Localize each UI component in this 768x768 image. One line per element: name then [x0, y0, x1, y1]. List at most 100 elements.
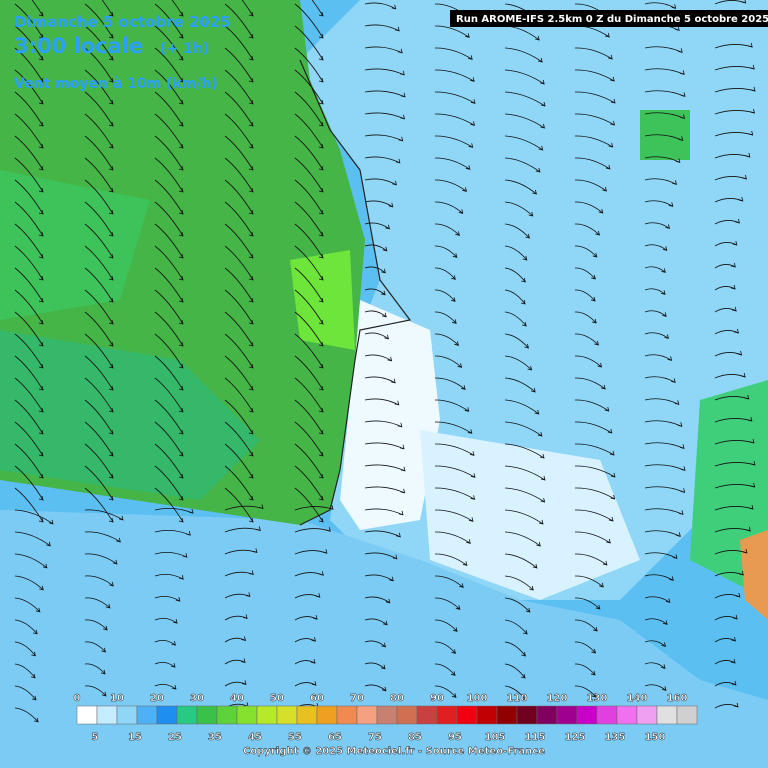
- arrow-head: [175, 597, 181, 602]
- arrow-head: [322, 549, 328, 554]
- streamline: [224, 201, 254, 237]
- streamline: [504, 91, 546, 107]
- streamline: [154, 377, 184, 413]
- arrow-head: [387, 356, 393, 362]
- arrow-head: [178, 231, 184, 237]
- arrow-head: [108, 495, 114, 501]
- arrow-head: [101, 647, 106, 653]
- arrow-head: [750, 86, 756, 92]
- arrow-head: [171, 685, 177, 690]
- arrow-head: [525, 607, 531, 613]
- arrow-head: [595, 230, 600, 236]
- arrow-head: [400, 114, 406, 120]
- arrow-head: [680, 466, 686, 471]
- streamline: [504, 201, 534, 217]
- streamline: [434, 443, 475, 456]
- streamline: [434, 619, 458, 632]
- arrow-head: [455, 231, 460, 236]
- streamline: [224, 289, 254, 325]
- streamline: [574, 553, 608, 566]
- streamline: [434, 685, 457, 698]
- arrow-head: [607, 428, 613, 434]
- streamline: [574, 201, 604, 214]
- arrow-head: [384, 334, 389, 340]
- arrow-head: [318, 341, 324, 347]
- streamline: [224, 311, 254, 347]
- arrow-head: [467, 429, 473, 434]
- streamline: [84, 25, 114, 61]
- arrow-head: [108, 143, 114, 149]
- streamline: [574, 157, 611, 170]
- color-swatch: [236, 705, 258, 725]
- streamline: [294, 69, 324, 105]
- streamline: [14, 509, 54, 525]
- streamline: [364, 640, 386, 648]
- streamline: [504, 377, 536, 393]
- arrow-head: [660, 664, 666, 669]
- streamline: [241, 0, 254, 17]
- streamline: [224, 113, 254, 149]
- arrow-head: [457, 363, 463, 368]
- streamline: [294, 311, 324, 347]
- arrow-head: [38, 209, 44, 215]
- streamline: [574, 333, 599, 346]
- streamline: [294, 113, 324, 149]
- arrow-head: [38, 429, 44, 435]
- arrow-head: [669, 576, 674, 581]
- arrow-head: [248, 451, 254, 457]
- streamline: [644, 376, 676, 383]
- arrow-head: [38, 517, 44, 523]
- streamline: [154, 135, 184, 171]
- arrow-head: [38, 275, 44, 281]
- streamline: [14, 531, 51, 547]
- streamline: [574, 619, 598, 632]
- streamline: [644, 2, 676, 9]
- arrow-head: [178, 253, 184, 259]
- color-swatch: [436, 705, 458, 725]
- streamline: [434, 157, 471, 170]
- streamline: [504, 113, 545, 129]
- arrow-head: [522, 255, 528, 261]
- arrow-head: [731, 262, 736, 268]
- arrow-head: [750, 482, 756, 488]
- streamline: [84, 47, 114, 83]
- streamline: [434, 69, 475, 82]
- streamline: [434, 641, 456, 654]
- arrow-head: [464, 407, 470, 412]
- streamline: [14, 69, 44, 105]
- arrow-head: [468, 55, 473, 60]
- scale-label: 150: [645, 732, 666, 743]
- arrow-head: [248, 143, 254, 149]
- arrow-head: [248, 231, 254, 237]
- streamline: [364, 46, 403, 54]
- streamline: [294, 201, 324, 237]
- arrow-head: [48, 519, 54, 525]
- arrow-head: [733, 614, 738, 620]
- streamline: [644, 156, 681, 163]
- streamline: [504, 531, 541, 547]
- arrow-head: [536, 541, 541, 547]
- streamline: [224, 25, 254, 61]
- arrow-head: [38, 55, 44, 61]
- arrow-head: [42, 563, 48, 569]
- streamline: [504, 465, 546, 481]
- arrow-head: [610, 472, 616, 478]
- streamline: [154, 179, 184, 215]
- streamline: [434, 47, 473, 60]
- streamline: [364, 398, 399, 406]
- color-swatch: [336, 705, 358, 725]
- arrow-head: [748, 504, 754, 510]
- streamline: [364, 376, 396, 384]
- streamline: [84, 355, 114, 391]
- arrow-head: [538, 519, 544, 525]
- arrow-head: [318, 275, 324, 281]
- streamline: [434, 465, 476, 478]
- streamline: [84, 289, 114, 325]
- arrow-head: [248, 55, 254, 61]
- arrow-head: [470, 77, 475, 82]
- color-swatch: [456, 705, 478, 725]
- arrow-head: [108, 121, 114, 127]
- streamline: [434, 201, 464, 214]
- scale-label: 15: [128, 732, 142, 743]
- color-swatch: [576, 705, 598, 725]
